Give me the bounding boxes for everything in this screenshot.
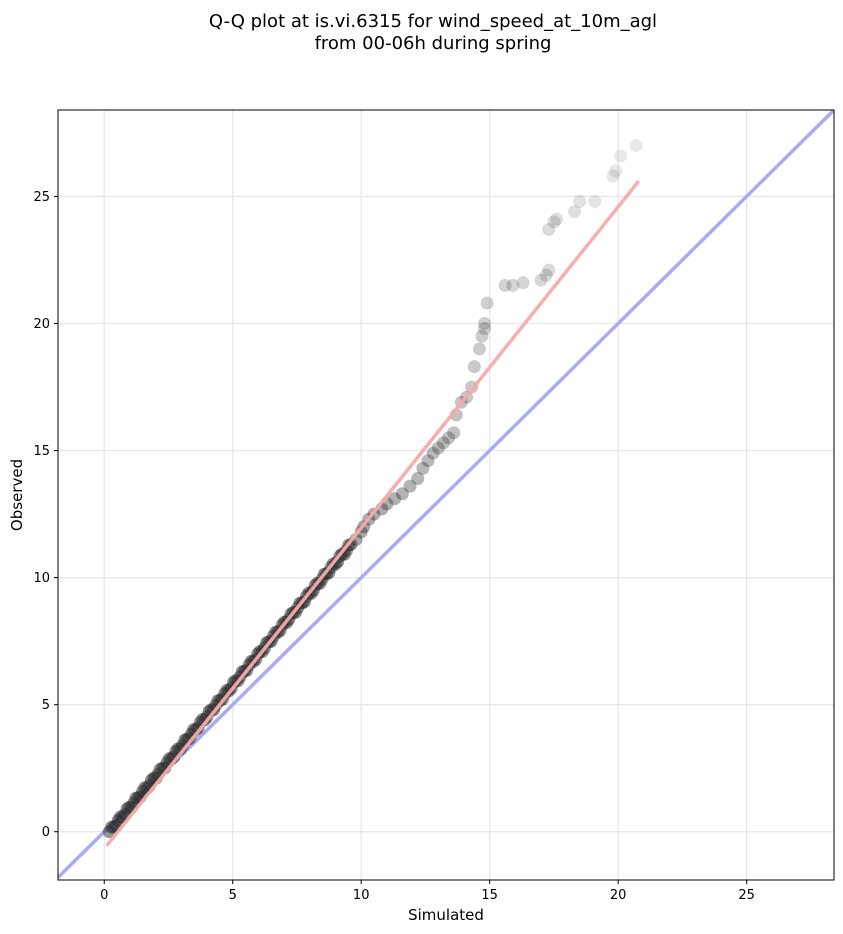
qq-point [567,205,581,219]
qq-point [403,479,417,493]
qq-point [516,276,530,290]
qq-point [426,446,440,460]
qq-point [395,487,409,501]
qq-point [475,329,489,343]
x-tick-label: 25 [738,888,755,903]
chart-title-line-1: Q-Q plot at is.vi.6315 for wind_speed_at… [209,11,657,32]
axis-ticks: 0 5 10 15 20 25 0 5 10 15 20 25 [33,190,754,903]
qq-point [344,537,358,551]
y-tick-label: 0 [42,825,50,840]
qq-point [549,212,563,226]
qq-point [614,149,628,163]
x-tick-label: 5 [229,888,237,903]
qq-point [609,164,623,178]
y-tick-label: 20 [33,317,50,332]
qq-point [539,268,553,282]
y-tick-label: 15 [33,444,50,459]
qq-point [588,194,602,208]
qq-point [506,278,520,292]
qq-point [534,273,548,287]
x-axis-label: Simulated [408,906,484,924]
y-tick-label: 5 [42,698,50,713]
x-tick-label: 15 [481,888,498,903]
qq-point [442,431,456,445]
x-tick-label: 0 [100,888,108,903]
chart-title-line-2: from 00-06h during spring [315,33,552,54]
qq-point [411,471,425,485]
qq-point [467,360,481,374]
qq-point [547,215,561,229]
qq-point [421,454,435,468]
qq-point [447,426,461,440]
qq-point [542,263,556,277]
qq-point [498,278,512,292]
qq-point [478,322,492,336]
qq-point [542,222,556,236]
qq-point [416,461,430,475]
qq-point [431,441,445,455]
y-axis-label: Observed [8,459,26,531]
y-tick-label: 25 [33,190,50,205]
qq-point [436,436,450,450]
qq-point [573,194,587,208]
plot-frame [57,109,835,881]
qq-point [478,316,492,330]
qq-point [388,492,402,506]
qq-point [354,525,368,539]
gridlines [58,110,834,880]
y-tick-label: 10 [33,571,50,586]
qq-point [606,169,620,183]
qq-point [629,139,643,153]
plot-area [58,110,834,879]
x-tick-label: 20 [610,888,627,903]
fit-line [105,180,641,847]
qq-point [480,296,494,310]
x-tick-label: 10 [353,888,370,903]
qq-point [472,342,486,356]
